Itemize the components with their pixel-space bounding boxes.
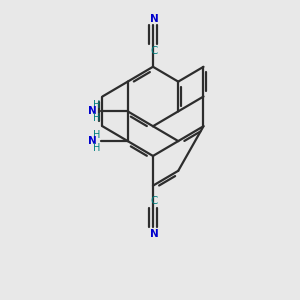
- Text: N: N: [150, 229, 159, 239]
- Text: N: N: [88, 136, 97, 146]
- Text: H: H: [93, 130, 100, 140]
- Text: H: H: [93, 113, 100, 123]
- Text: N: N: [88, 106, 97, 116]
- Text: H: H: [93, 100, 100, 110]
- Text: C: C: [151, 46, 158, 56]
- Text: H: H: [93, 142, 100, 153]
- Text: N: N: [150, 14, 159, 24]
- Text: C: C: [151, 196, 158, 206]
